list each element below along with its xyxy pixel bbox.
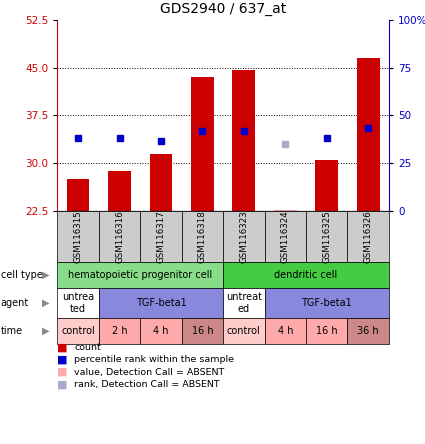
Text: GSM116323: GSM116323 — [239, 210, 248, 263]
Text: ■: ■ — [57, 380, 68, 389]
Text: time: time — [1, 326, 23, 336]
Text: untreat
ed: untreat ed — [226, 292, 262, 313]
Text: ▶: ▶ — [42, 298, 50, 308]
Text: ■: ■ — [57, 342, 68, 352]
Title: GDS2940 / 637_at: GDS2940 / 637_at — [160, 2, 286, 16]
Text: control: control — [61, 326, 95, 336]
Text: control: control — [227, 326, 261, 336]
Text: count: count — [74, 343, 101, 352]
Text: percentile rank within the sample: percentile rank within the sample — [74, 355, 234, 364]
Text: ▶: ▶ — [42, 270, 50, 280]
Bar — [191, 77, 214, 211]
Bar — [274, 210, 297, 211]
Text: 16 h: 16 h — [316, 326, 337, 336]
Text: 16 h: 16 h — [192, 326, 213, 336]
Text: 2 h: 2 h — [112, 326, 128, 336]
Text: ▶: ▶ — [42, 326, 50, 336]
Text: 4 h: 4 h — [278, 326, 293, 336]
Text: rank, Detection Call = ABSENT: rank, Detection Call = ABSENT — [74, 380, 220, 389]
Bar — [315, 160, 338, 211]
Text: GSM116325: GSM116325 — [322, 210, 331, 263]
Text: 4 h: 4 h — [153, 326, 169, 336]
Text: hematopoietic progenitor cell: hematopoietic progenitor cell — [68, 270, 212, 280]
Bar — [108, 171, 131, 211]
Text: GSM116315: GSM116315 — [74, 210, 82, 263]
Text: GSM116326: GSM116326 — [364, 210, 373, 263]
Bar — [150, 154, 173, 211]
Text: GSM116318: GSM116318 — [198, 210, 207, 263]
Bar — [67, 179, 90, 211]
Text: agent: agent — [1, 298, 29, 308]
Text: untrea
ted: untrea ted — [62, 292, 94, 313]
Text: GSM116316: GSM116316 — [115, 210, 124, 263]
Text: dendritic cell: dendritic cell — [275, 270, 337, 280]
Text: TGF-beta1: TGF-beta1 — [136, 298, 186, 308]
Text: 36 h: 36 h — [357, 326, 379, 336]
Text: TGF-beta1: TGF-beta1 — [301, 298, 352, 308]
Text: GSM116317: GSM116317 — [156, 210, 165, 263]
Text: ■: ■ — [57, 355, 68, 365]
Bar — [232, 70, 255, 211]
Text: value, Detection Call = ABSENT: value, Detection Call = ABSENT — [74, 368, 225, 377]
Text: GSM116324: GSM116324 — [281, 210, 290, 263]
Text: cell type: cell type — [1, 270, 43, 280]
Bar — [357, 58, 380, 211]
Text: ■: ■ — [57, 367, 68, 377]
